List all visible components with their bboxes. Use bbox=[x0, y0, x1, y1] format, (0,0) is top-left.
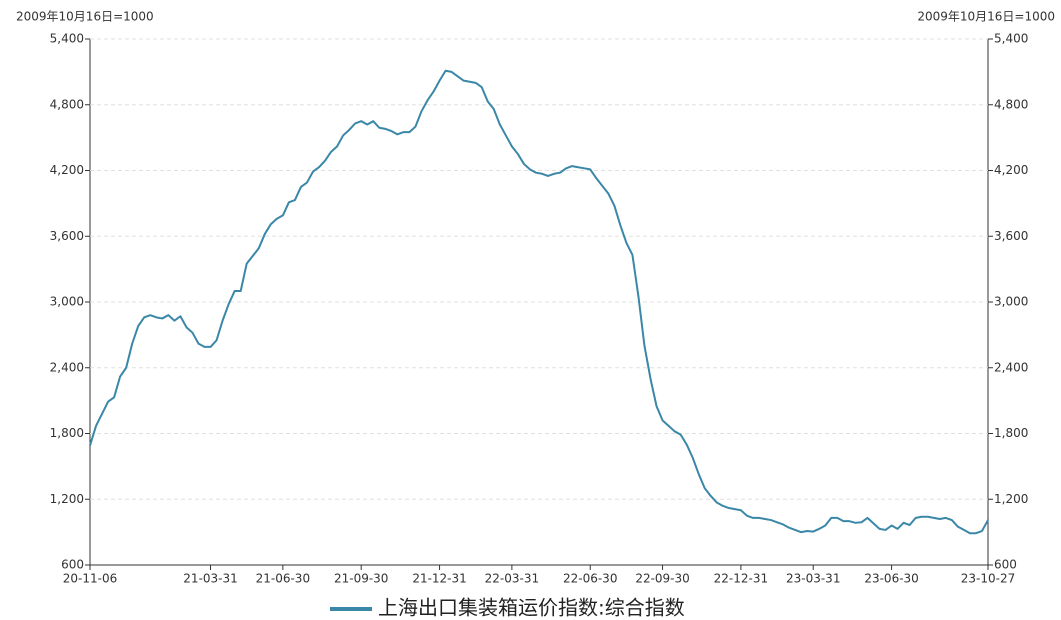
y2-tick-label: 3,000 bbox=[994, 295, 1028, 309]
y-tick-label: 4,200 bbox=[50, 163, 84, 177]
y2-tick-label: 5,400 bbox=[994, 32, 1028, 46]
y2-tick-label: 4,200 bbox=[994, 163, 1028, 177]
x-tick-label: 21-06-30 bbox=[256, 572, 310, 586]
x-tick-label: 23-06-30 bbox=[864, 572, 918, 586]
y-tick-label: 5,400 bbox=[50, 32, 84, 46]
x-tick-label: 20-11-06 bbox=[63, 572, 117, 586]
series-line bbox=[89, 69, 989, 535]
y-tick-label: 4,800 bbox=[50, 97, 84, 111]
y-tick-label: 3,600 bbox=[50, 229, 84, 243]
x-tick-label: 22-12-31 bbox=[714, 572, 768, 586]
y2-axis-label: 2009年10月16日=1000 bbox=[917, 10, 1055, 24]
x-tick-label: 22-06-30 bbox=[563, 572, 617, 586]
y-tick-label: 3,000 bbox=[50, 295, 84, 309]
y2-tick-label: 600 bbox=[994, 558, 1017, 572]
y2-tick-label: 2,400 bbox=[994, 360, 1028, 374]
y-tick-label: 1,800 bbox=[50, 426, 84, 440]
x-tick-label: 23-10-27 bbox=[961, 572, 1015, 586]
legend-label: 上海出口集装箱运价指数:综合指数 bbox=[378, 596, 685, 620]
x-tick-label: 21-03-31 bbox=[183, 572, 237, 586]
x-tick-label: 21-12-31 bbox=[412, 572, 466, 586]
y-tick-label: 2,400 bbox=[50, 360, 84, 374]
y2-tick-label: 4,800 bbox=[994, 97, 1028, 111]
x-tick-label: 21-09-30 bbox=[334, 572, 388, 586]
x-tick-label: 22-09-30 bbox=[635, 572, 689, 586]
x-tick-label: 23-03-31 bbox=[786, 572, 840, 586]
y2-tick-label: 1,200 bbox=[994, 492, 1028, 506]
y2-tick-label: 3,600 bbox=[994, 229, 1028, 243]
x-tick-label: 22-03-31 bbox=[485, 572, 539, 586]
y-axis-label: 2009年10月16日=1000 bbox=[16, 10, 154, 24]
y-tick-label: 600 bbox=[61, 558, 84, 572]
y2-tick-label: 1,800 bbox=[994, 426, 1028, 440]
y-tick-label: 1,200 bbox=[50, 492, 84, 506]
